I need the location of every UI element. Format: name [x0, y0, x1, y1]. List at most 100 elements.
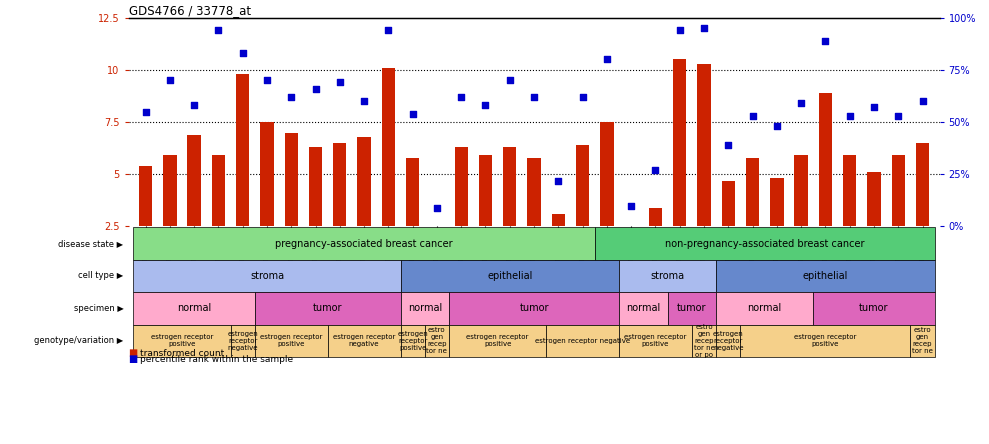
Point	[575, 94, 590, 101]
Point	[672, 27, 687, 34]
Text: GDS4766 / 33778_at: GDS4766 / 33778_at	[129, 4, 250, 16]
Text: estrogen receptor
positive: estrogen receptor positive	[467, 334, 529, 347]
Bar	[503, 147, 516, 226]
Point	[842, 112, 857, 119]
Point	[186, 102, 202, 109]
Bar	[576, 145, 589, 226]
Bar	[212, 155, 225, 226]
Bar	[382, 68, 395, 226]
Text: normal: normal	[748, 303, 782, 313]
Text: normal: normal	[177, 303, 212, 313]
Text: genotype/variation ▶: genotype/variation ▶	[35, 336, 124, 345]
Point	[793, 100, 809, 107]
Point	[453, 94, 469, 101]
Bar	[697, 63, 711, 226]
Point	[381, 27, 397, 34]
Bar	[527, 158, 541, 226]
Text: normal: normal	[626, 303, 661, 313]
Text: ■: ■	[129, 349, 137, 358]
Bar	[722, 181, 735, 226]
Point	[162, 77, 178, 84]
Point	[769, 123, 785, 130]
Text: specimen ▶: specimen ▶	[74, 304, 124, 313]
Text: estrogen receptor
positive: estrogen receptor positive	[794, 334, 856, 347]
Text: disease state ▶: disease state ▶	[58, 239, 124, 248]
Point	[915, 98, 931, 105]
Text: estro
gen
recep
tor ne: estro gen recep tor ne	[912, 327, 933, 354]
Bar	[309, 147, 322, 226]
Point	[137, 108, 153, 115]
Bar	[819, 93, 832, 226]
Bar	[867, 172, 880, 226]
Text: estrogen
receptor
positive: estrogen receptor positive	[398, 331, 428, 351]
Text: non-pregnancy-associated breast cancer: non-pregnancy-associated breast cancer	[665, 238, 864, 249]
Point	[866, 104, 882, 111]
Text: stroma: stroma	[651, 271, 684, 281]
Bar	[405, 158, 419, 226]
Text: estro
gen
recep
tor ne: estro gen recep tor ne	[426, 327, 447, 354]
Point	[818, 37, 834, 44]
Text: tumor: tumor	[313, 303, 342, 313]
Point	[308, 85, 323, 92]
Point	[599, 56, 615, 63]
Bar	[285, 132, 298, 226]
Text: estrogen receptor negative: estrogen receptor negative	[535, 338, 630, 344]
Bar	[260, 122, 274, 226]
Text: epithelial: epithelial	[803, 271, 849, 281]
Bar	[479, 155, 493, 226]
Point	[332, 79, 348, 86]
Text: tumor: tumor	[677, 303, 706, 313]
Bar	[770, 178, 783, 226]
Point	[526, 94, 542, 101]
Text: transformed count: transformed count	[140, 349, 225, 358]
Text: stroma: stroma	[250, 271, 284, 281]
Point	[890, 112, 906, 119]
Bar	[163, 155, 176, 226]
Text: estrogen receptor
negative: estrogen receptor negative	[333, 334, 396, 347]
Text: estrogen
receptor
negative: estrogen receptor negative	[227, 331, 258, 351]
Text: estrogen receptor
positive: estrogen receptor positive	[624, 334, 686, 347]
Point	[501, 77, 517, 84]
Point	[720, 142, 736, 149]
Text: cell type ▶: cell type ▶	[78, 271, 124, 281]
Text: tumor: tumor	[859, 303, 889, 313]
Bar	[188, 135, 201, 226]
Text: normal: normal	[407, 303, 442, 313]
Point	[648, 166, 664, 174]
Point	[405, 110, 420, 117]
Point	[745, 112, 761, 119]
Text: estrogen
receptor
negative: estrogen receptor negative	[713, 331, 744, 351]
Bar	[674, 59, 686, 226]
Bar	[138, 166, 152, 226]
Bar	[916, 143, 930, 226]
Bar	[843, 155, 856, 226]
Text: ■: ■	[129, 354, 137, 364]
Text: estrogen receptor
positive: estrogen receptor positive	[150, 334, 214, 347]
Bar	[357, 137, 371, 226]
Point	[283, 94, 299, 101]
Point	[623, 202, 639, 209]
Text: percentile rank within the sample: percentile rank within the sample	[140, 355, 294, 364]
Point	[429, 204, 445, 211]
Bar	[430, 226, 444, 233]
Text: estro
gen
recep
tor ne
or po: estro gen recep tor ne or po	[693, 324, 714, 358]
Point	[696, 25, 712, 32]
Bar	[794, 155, 808, 226]
Bar	[600, 122, 613, 226]
Bar	[746, 158, 760, 226]
Point	[259, 77, 275, 84]
Point	[551, 177, 567, 184]
Point	[356, 98, 372, 105]
Bar	[552, 214, 565, 226]
Point	[478, 102, 494, 109]
Bar	[649, 208, 663, 226]
Text: epithelial: epithelial	[488, 271, 532, 281]
Bar	[892, 155, 905, 226]
Point	[234, 50, 250, 57]
Bar	[455, 147, 468, 226]
Text: estrogen receptor
positive: estrogen receptor positive	[260, 334, 322, 347]
Text: pregnancy-associated breast cancer: pregnancy-associated breast cancer	[275, 238, 453, 249]
Point	[211, 27, 226, 34]
Text: tumor: tumor	[519, 303, 549, 313]
Bar	[236, 74, 249, 226]
